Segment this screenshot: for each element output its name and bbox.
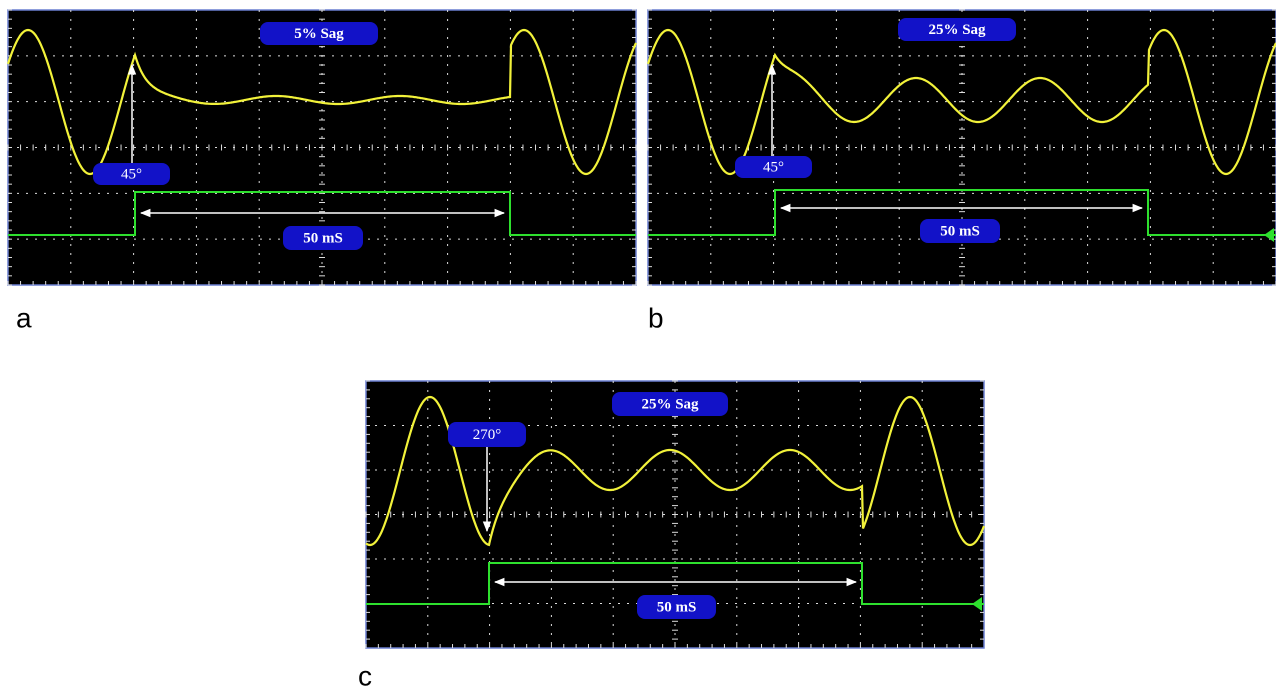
duration-label: 50 mS — [303, 230, 343, 246]
figure: 5% Sag 45° 50 mS a 25% Sag 45° 50 mS b 25% Sag 27… — [0, 0, 1276, 690]
sag-label: 5% Sag — [294, 26, 344, 42]
sag-label: 25% Sag — [641, 396, 699, 412]
duration-label: 50 mS — [657, 599, 697, 615]
panel-label: b — [648, 302, 664, 333]
scope-panel: 25% Sag 270° 50 mS c — [358, 381, 984, 690]
panel-label: a — [16, 302, 32, 333]
duration-label: 50 mS — [940, 223, 980, 239]
angle-label: 270° — [473, 427, 502, 443]
panel-label: c — [358, 660, 372, 690]
page: 5% Sag 45° 50 mS a 25% Sag 45° 50 mS b 25% Sag 27… — [0, 0, 1276, 690]
sag-label: 25% Sag — [928, 22, 986, 38]
angle-label: 45° — [121, 166, 142, 182]
angle-label: 45° — [763, 159, 784, 175]
scope-panel: 25% Sag 45° 50 mS b — [648, 10, 1276, 333]
scope-panel: 5% Sag 45° 50 mS a — [8, 10, 636, 333]
